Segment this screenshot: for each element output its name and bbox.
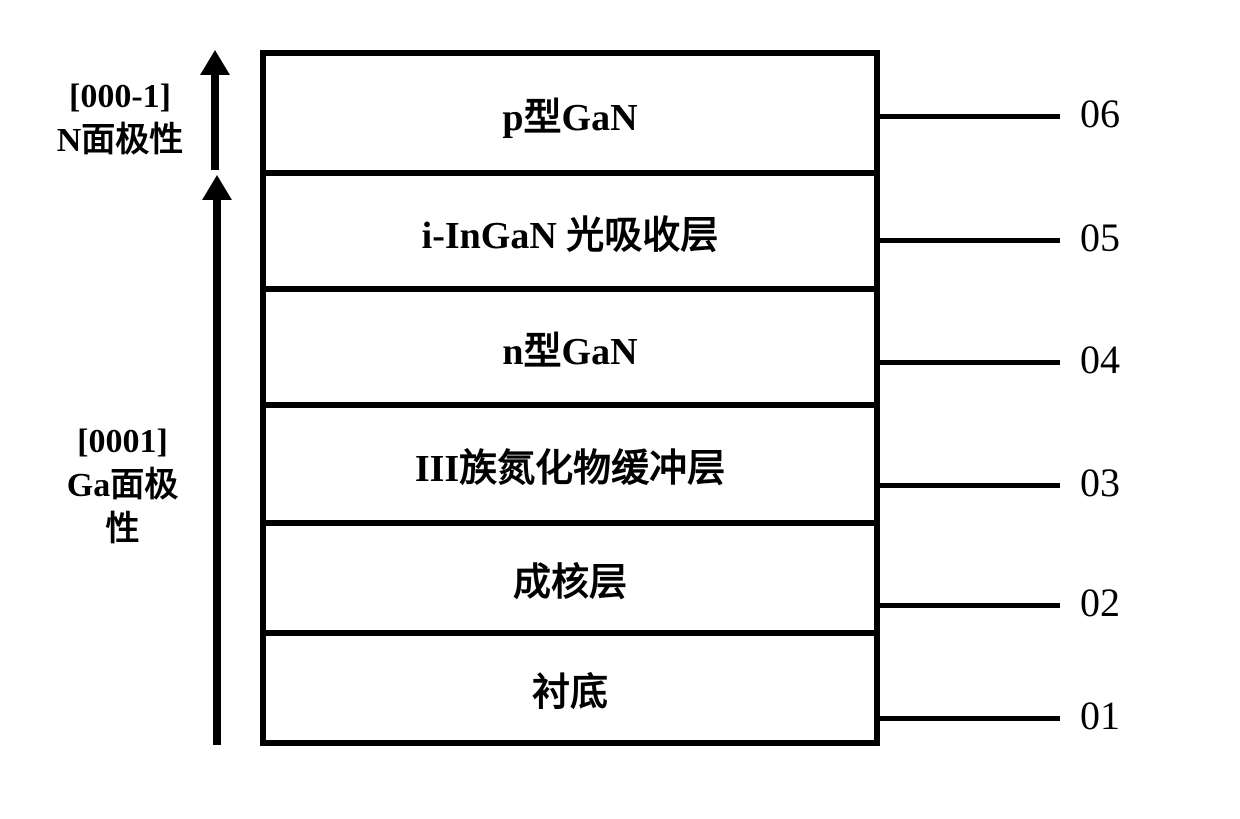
ref-number: 06 — [1080, 90, 1120, 137]
polarity-top: N面极性 — [50, 119, 190, 163]
leader-line — [880, 716, 1060, 721]
layer-label: 成核层 — [513, 551, 627, 606]
leader-line — [880, 603, 1060, 608]
layer-04: n型GaN — [266, 292, 874, 408]
ref-number: 01 — [1080, 692, 1120, 739]
leader-line — [880, 360, 1060, 365]
layer-02: 成核层 — [266, 526, 874, 636]
layer-label: n型GaN — [502, 320, 637, 375]
polarity-bottom: Ga面极性 — [50, 464, 195, 552]
right-labels: 06 05 04 03 02 01 — [880, 50, 1160, 750]
polarity-label-top: [000-1] N面极性 — [50, 75, 190, 163]
layer-label: III族氮化物缓冲层 — [415, 437, 725, 492]
left-annotations: [000-1] N面极性 [0001] Ga面极性 — [50, 50, 250, 750]
ref-number: 04 — [1080, 336, 1120, 383]
layer-label: i-InGaN 光吸收层 — [422, 204, 719, 259]
layer-03: III族氮化物缓冲层 — [266, 408, 874, 526]
leader-line — [880, 483, 1060, 488]
layer-stack: p型GaN i-InGaN 光吸收层 n型GaN III族氮化物缓冲层成核层衬底 — [260, 50, 880, 746]
arrow-top — [190, 50, 240, 170]
layer-01: 衬底 — [266, 636, 874, 740]
leader-line — [880, 238, 1060, 243]
layer-label: p型GaN — [502, 86, 637, 141]
arrow-bottom — [192, 175, 242, 745]
ref-number: 03 — [1080, 459, 1120, 506]
direction-bottom: [0001] — [50, 420, 195, 464]
leader-line — [880, 114, 1060, 119]
layer-label: 衬底 — [532, 661, 608, 716]
polarity-label-bottom: [0001] Ga面极性 — [50, 420, 195, 553]
ref-number: 02 — [1080, 579, 1120, 626]
layer-05: i-InGaN 光吸收层 — [266, 176, 874, 292]
layer-06: p型GaN — [266, 56, 874, 176]
ref-number: 05 — [1080, 214, 1120, 261]
direction-top: [000-1] — [50, 75, 190, 119]
